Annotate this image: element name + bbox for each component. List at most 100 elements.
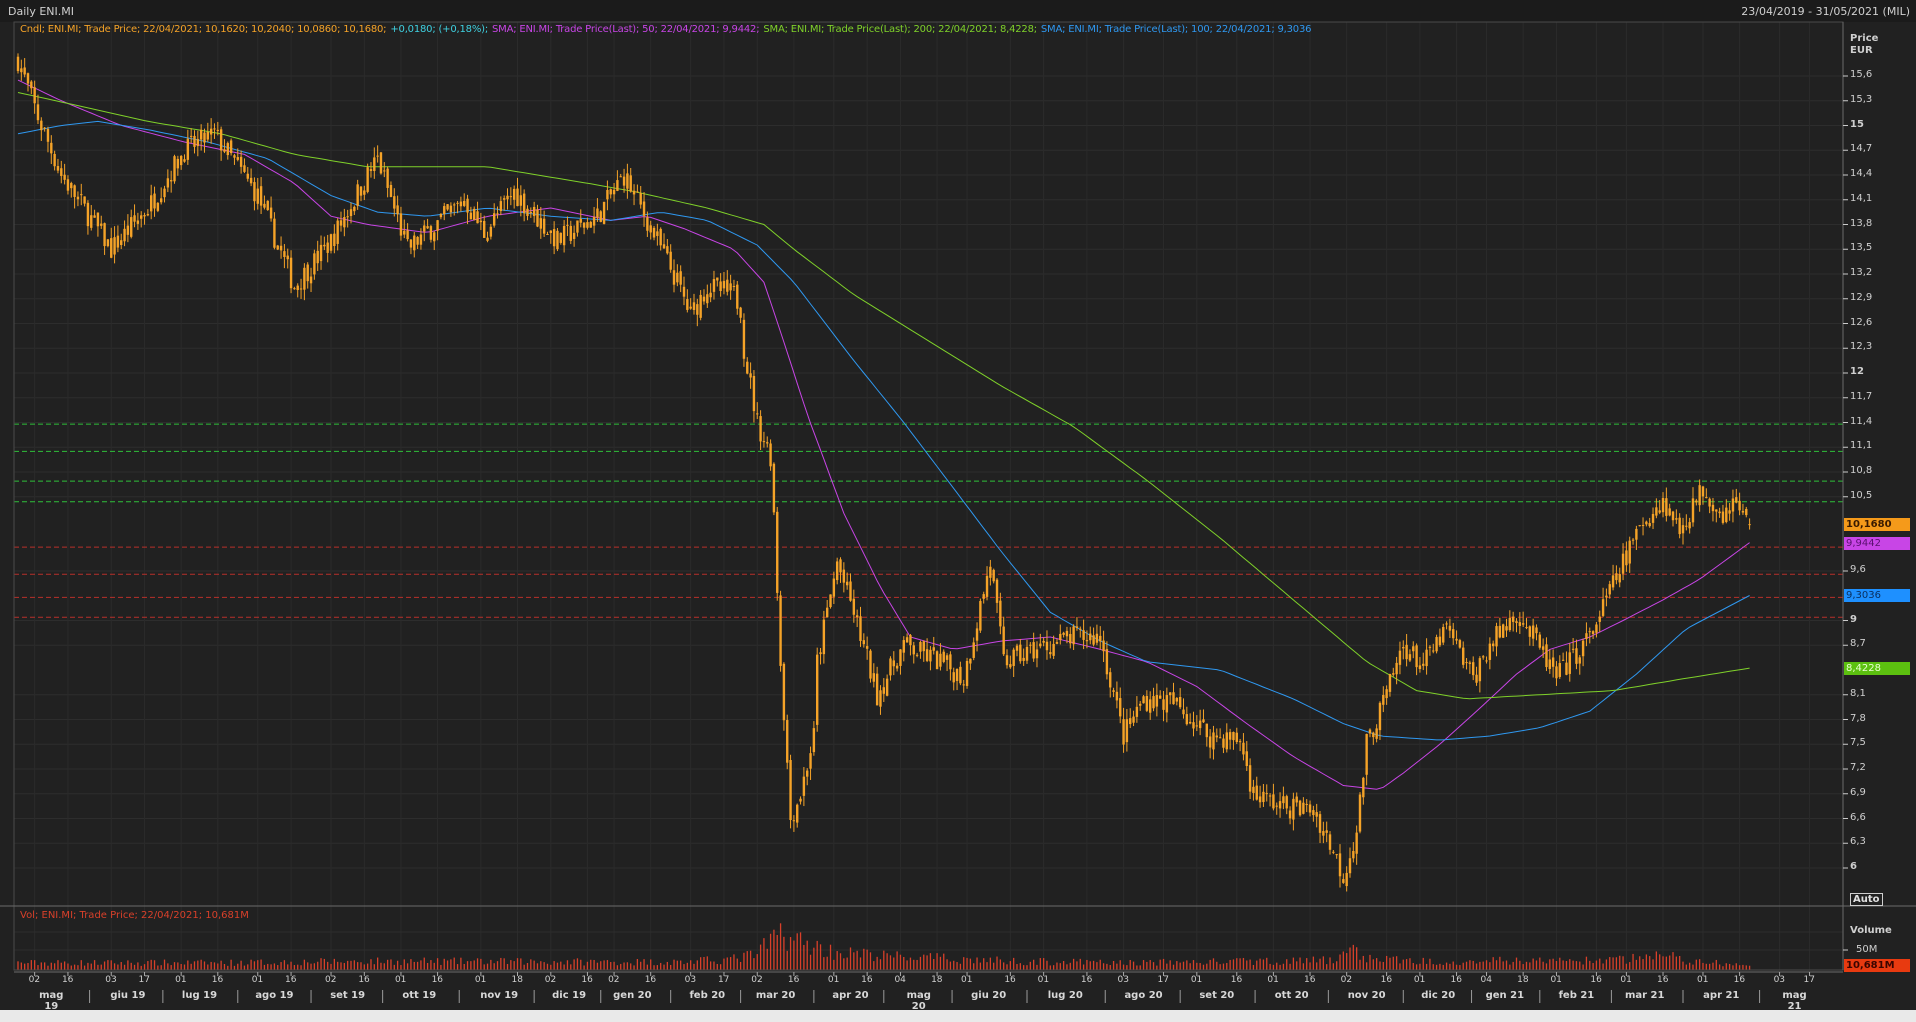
- sma-lines: [17, 79, 1750, 790]
- candle-body: [792, 820, 796, 822]
- legend-sma50[interactable]: SMA; ENI.MI; Trade Price(Last); 50; 22/0…: [492, 24, 760, 35]
- candle-body: [1322, 831, 1325, 836]
- candle-body: [1721, 511, 1725, 523]
- candle-body: [1741, 510, 1745, 513]
- candle-body: [729, 283, 732, 291]
- candle-body: [1695, 500, 1698, 503]
- candle-body: [599, 211, 602, 222]
- candle-body: [1735, 497, 1738, 503]
- date-range[interactable]: 23/04/2019 - 31/05/2021 (MIL): [1741, 5, 1910, 18]
- candle-body: [519, 195, 523, 206]
- candle-body: [1571, 648, 1575, 650]
- candle-body: [316, 250, 319, 264]
- candle-body: [802, 776, 806, 796]
- candle-body: [592, 216, 596, 226]
- date-tick-label: 16: [1304, 975, 1316, 985]
- candle-body: [686, 299, 689, 310]
- legend-candle[interactable]: Cndl; ENI.MI; Trade Price; 22/04/2021; 1…: [20, 24, 387, 35]
- candle-body: [436, 220, 439, 231]
- candle-body: [1538, 634, 1542, 648]
- candle-body: [895, 665, 899, 669]
- candle-body: [263, 203, 266, 208]
- candle-body: [429, 226, 433, 240]
- date-tick-label: 16: [431, 975, 444, 985]
- candle-body: [1412, 646, 1415, 652]
- candle-body: [929, 649, 932, 662]
- candle-body: [110, 238, 113, 258]
- legend-sma100[interactable]: SMA; ENI.MI; Trade Price(Last); 100; 22/…: [1040, 24, 1312, 35]
- candle-body: [1581, 640, 1585, 657]
- candle-body: [945, 655, 949, 660]
- date-tick-label: 03: [105, 975, 117, 985]
- candle-body: [939, 653, 942, 667]
- candle-body: [1305, 803, 1308, 805]
- candle-body: [982, 594, 985, 599]
- candle-body: [1405, 644, 1408, 660]
- candle-body: [1631, 539, 1635, 541]
- date-tick-label: 02: [325, 975, 337, 985]
- candle-body: [1548, 659, 1551, 670]
- candle-body: [1029, 644, 1032, 646]
- candle-body: [952, 672, 955, 683]
- legend-sma200[interactable]: SMA; ENI.MI; Trade Price(Last); 200; 22/…: [763, 24, 1037, 35]
- month-label: set 20: [1199, 990, 1235, 1001]
- candle-body: [1635, 528, 1638, 540]
- candle-body: [1418, 665, 1422, 670]
- candle-body: [1515, 621, 1518, 624]
- candle-body: [1332, 851, 1335, 853]
- month-label: nov 19: [480, 990, 519, 1001]
- auto-scale-button[interactable]: Auto: [1850, 893, 1883, 906]
- horizontal-lines[interactable]: [14, 423, 1843, 618]
- candle-body: [616, 180, 619, 191]
- candle-body: [865, 646, 869, 649]
- candle-body: [1135, 706, 1139, 717]
- candle-body: [113, 237, 116, 255]
- candle-body: [632, 190, 636, 195]
- date-tick-label: 02: [608, 975, 620, 985]
- candle-body: [636, 191, 639, 193]
- candle-body: [80, 194, 83, 196]
- candle-body: [1575, 648, 1578, 664]
- candle-body: [363, 190, 366, 195]
- candle-body: [189, 135, 193, 137]
- candle-body: [1668, 508, 1671, 516]
- candle-body: [349, 209, 353, 217]
- candle-body: [1528, 626, 1532, 637]
- candle-body: [872, 673, 876, 682]
- candle-body: [1641, 524, 1645, 526]
- price-tick-label: 9,6: [1850, 564, 1866, 575]
- candle-body: [473, 208, 476, 220]
- candle-body: [16, 56, 20, 72]
- candle-body: [1089, 633, 1092, 641]
- candle-body: [809, 753, 812, 769]
- candle-body: [90, 215, 93, 228]
- candle-body: [369, 169, 373, 171]
- candle-body: [476, 211, 479, 224]
- date-tick-label: 03: [684, 975, 697, 985]
- candle-body: [176, 158, 180, 169]
- candle-body: [486, 237, 489, 241]
- candle-body: [679, 271, 682, 285]
- candle-body: [722, 280, 726, 289]
- candle-body: [512, 188, 516, 200]
- legend-volume[interactable]: Vol; ENI.MI; Trade Price; 22/04/2021; 10…: [20, 910, 249, 921]
- candle-body: [1565, 662, 1568, 675]
- price-tick-label: 12,3: [1850, 341, 1873, 353]
- candle-body: [562, 225, 566, 246]
- candle-body: [1501, 624, 1505, 638]
- candle-body: [286, 255, 289, 260]
- candle-body: [1222, 738, 1225, 748]
- candle-body: [63, 174, 66, 180]
- candle-body: [1062, 632, 1065, 635]
- month-label: set 19: [330, 990, 366, 1001]
- candle-body: [1678, 517, 1681, 535]
- date-tick-label: 03: [1117, 975, 1129, 985]
- date-tick-label: 01: [1190, 975, 1203, 985]
- candle-body: [1192, 722, 1195, 729]
- candle-body: [399, 213, 403, 236]
- candle-body: [756, 413, 759, 415]
- date-tick-label: 16: [1450, 975, 1462, 985]
- candle-body: [1165, 695, 1169, 713]
- date-tick-label: 16: [581, 975, 593, 985]
